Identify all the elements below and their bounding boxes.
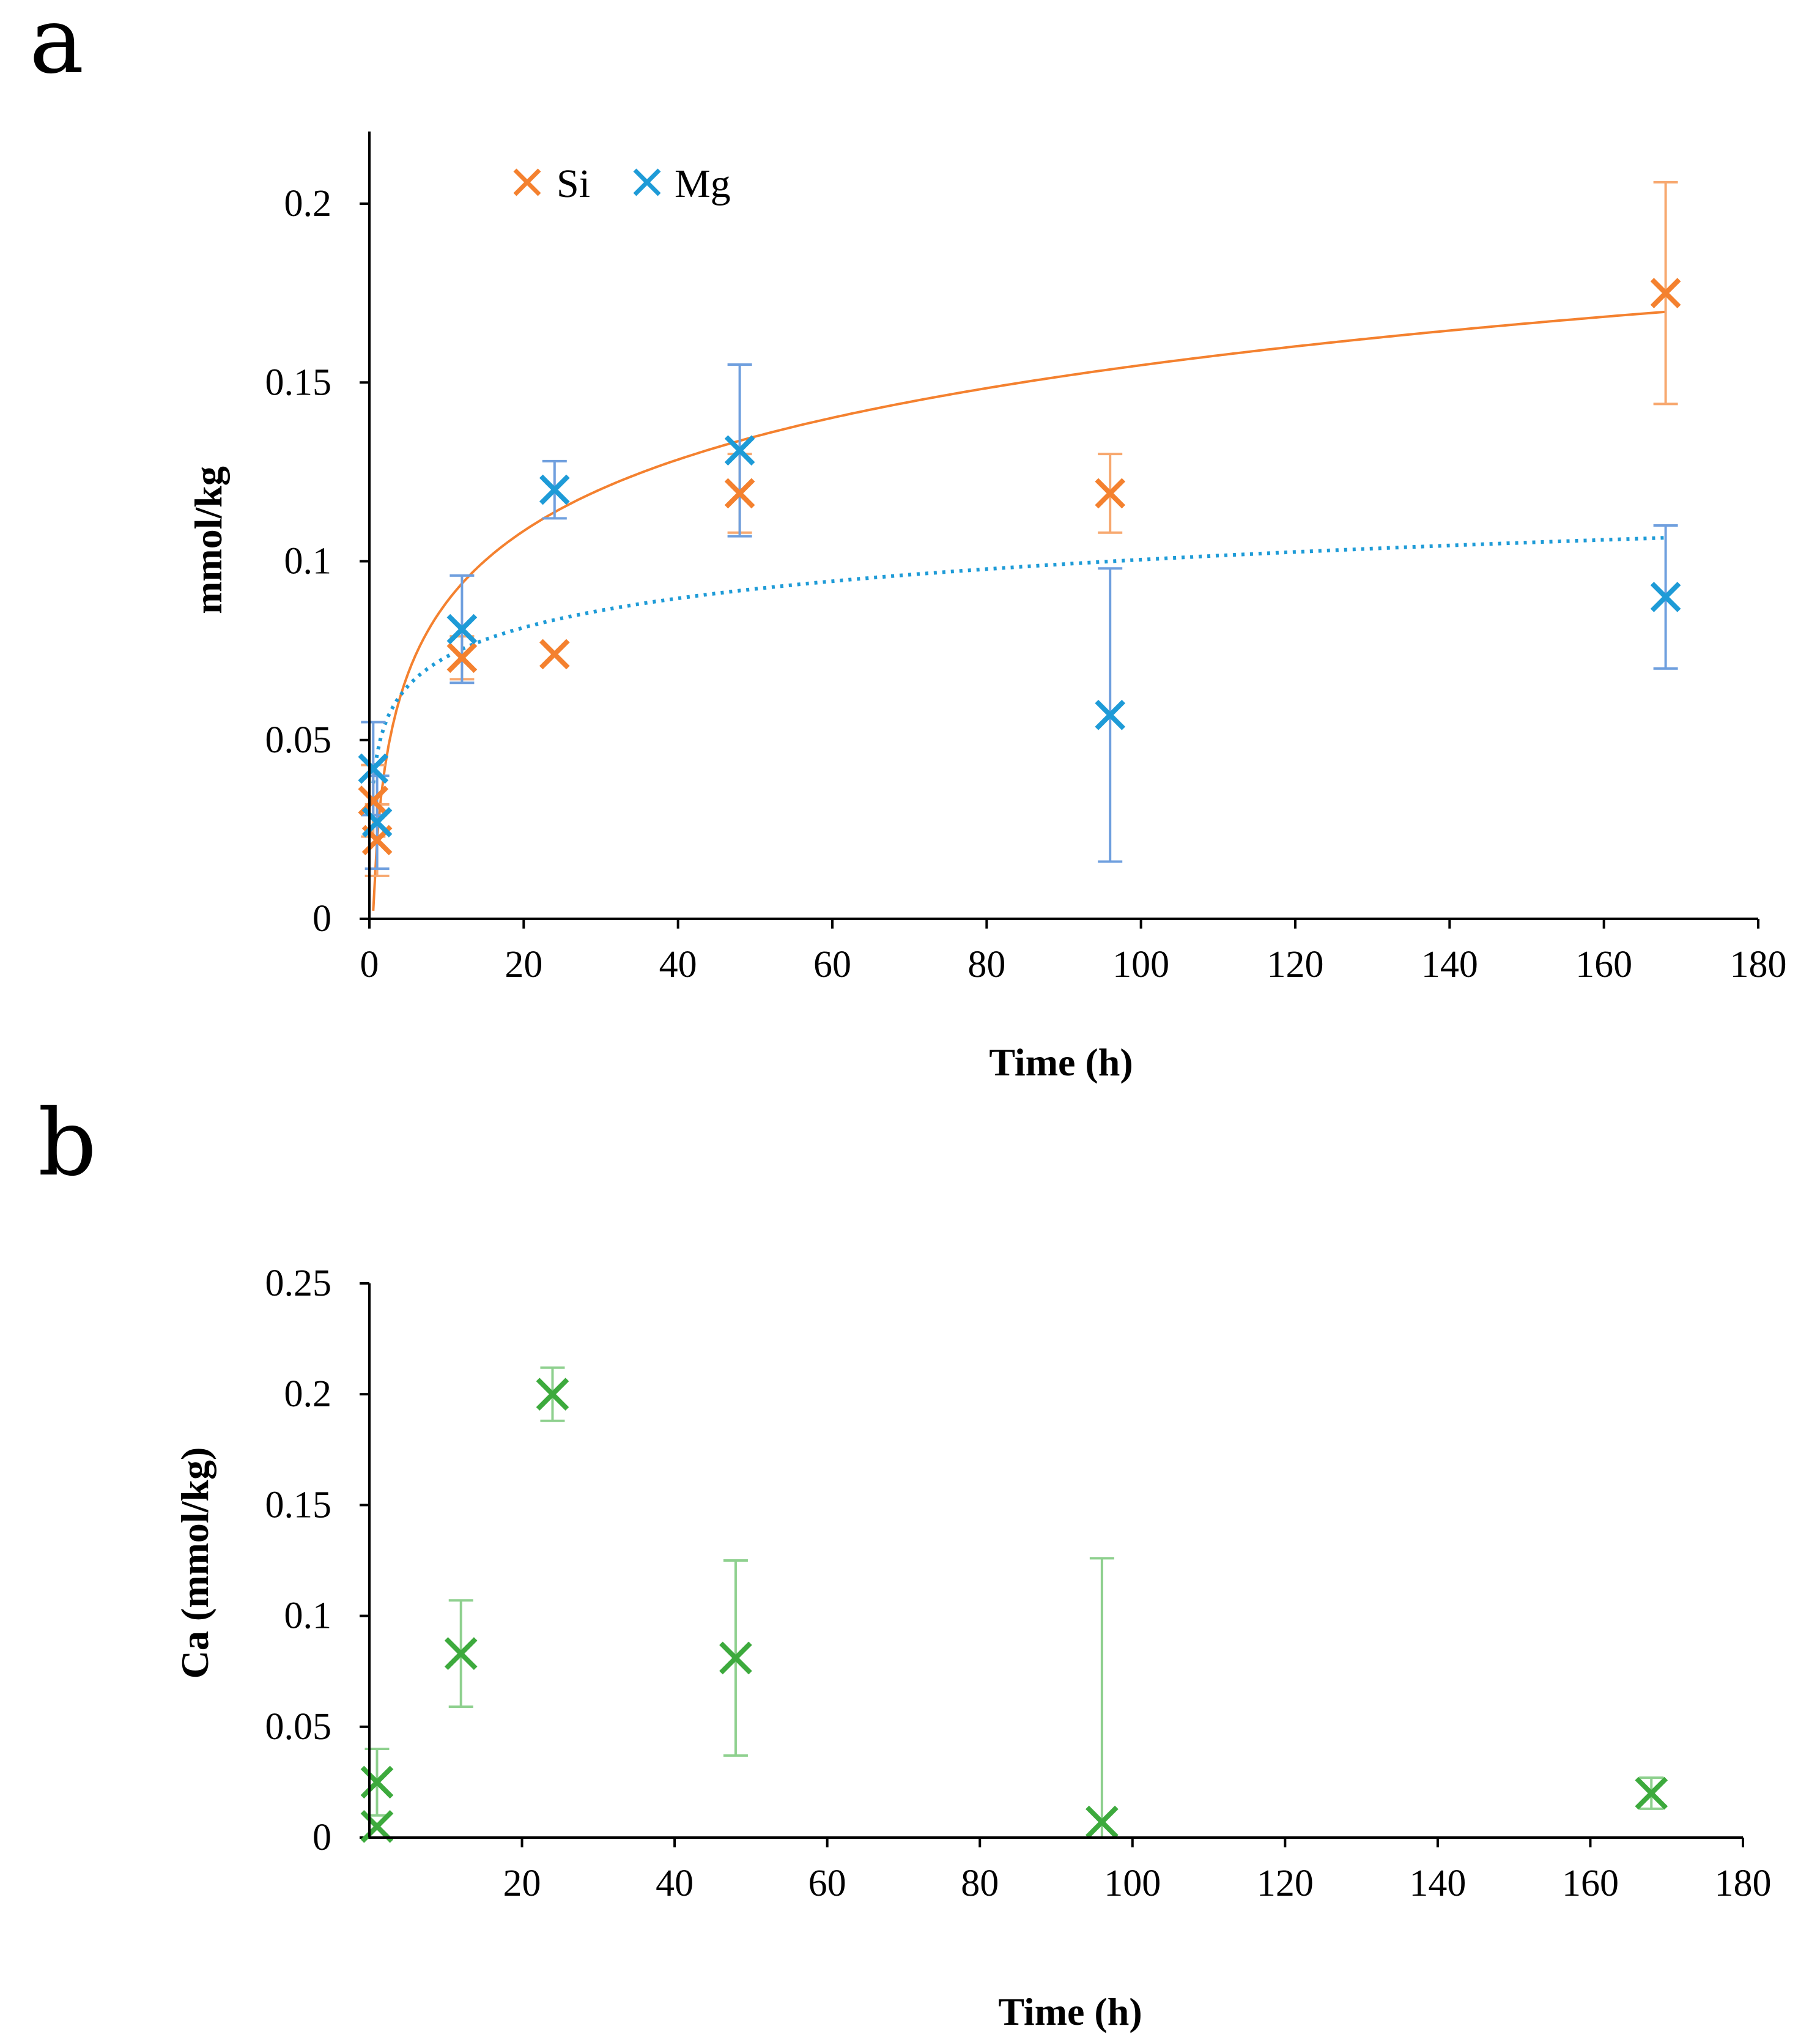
- marker-mg: [361, 807, 393, 838]
- marker-ca: [1635, 1776, 1668, 1810]
- marker-mg: [358, 753, 389, 784]
- marker-mg: [539, 474, 570, 505]
- chart-b: 20 40 60 80 100 120 140 160 180 0 0.05 0.1 0.15 0.2 0.…: [173, 1263, 1772, 2033]
- y-tick-label: 0.2: [284, 183, 332, 224]
- chart-b-axes: [368, 1283, 1743, 1839]
- legend-mg-x: [633, 168, 661, 196]
- x-tick-label: 180: [1715, 1863, 1772, 1904]
- y-tick-label: 0.1: [284, 541, 332, 582]
- trendline-mg: [371, 536, 1666, 784]
- chart-a-ticks: 0 20 40 60 80 100 120 140 160 180 0 0.05 0.1 0.15 0.2: [265, 183, 1787, 985]
- y-tick-label: 0.05: [265, 719, 332, 761]
- chart-b-markers: [360, 1378, 1668, 1843]
- chart-a-ylabel: mmol/kg: [187, 466, 230, 614]
- y-tick-label: 0.15: [265, 1484, 332, 1526]
- y-tick-label: 0: [313, 898, 331, 940]
- x-tick-label: 60: [813, 944, 851, 985]
- marker-ca: [536, 1378, 569, 1411]
- x-tick-label: 100: [1104, 1863, 1161, 1904]
- x-tick-label: 120: [1267, 944, 1324, 985]
- legend-mg-label: Mg: [675, 161, 731, 206]
- marker-mg: [446, 614, 478, 645]
- chart-a: 0 20 40 60 80 100 120 140 160 18000.050.10.150.2 …: [187, 132, 1787, 1084]
- chart-a-markers: [358, 278, 1681, 856]
- x-tick-label: 20: [505, 944, 542, 985]
- legend-mg-marker: [633, 168, 661, 196]
- x-tick-label: 100: [1112, 944, 1169, 985]
- trendline-si: [372, 310, 1666, 911]
- chart-a-legend: Si Mg: [513, 161, 731, 206]
- x-tick-label: 20: [503, 1863, 541, 1904]
- marker-si: [1095, 478, 1126, 509]
- marker-ca: [360, 1810, 394, 1843]
- x-tick-label: 0: [360, 944, 379, 985]
- marker-si: [446, 642, 478, 673]
- marker-si: [1650, 278, 1681, 308]
- marker-mg: [1650, 582, 1681, 612]
- x-tick-label: 60: [808, 1863, 846, 1904]
- legend-si-marker: [513, 168, 541, 196]
- chart-a-xlabel: Time (h): [989, 1041, 1133, 1084]
- x-tick-label: 140: [1421, 944, 1478, 985]
- x-tick-label: 80: [961, 1863, 999, 1904]
- marker-mg: [724, 435, 755, 466]
- chart-b-xlabel: Time (h): [998, 1990, 1142, 2033]
- panel-b-label: b: [38, 1090, 97, 1197]
- legend-si-x: [513, 168, 541, 196]
- y-tick-label: 0.2: [284, 1373, 332, 1415]
- y-tick-label: 0.25: [265, 1263, 332, 1304]
- x-tick-label: 40: [659, 944, 697, 985]
- x-tick-label: 160: [1575, 944, 1632, 985]
- y-tick-label: 0.15: [265, 362, 332, 403]
- x-tick-label: 160: [1562, 1863, 1619, 1904]
- marker-ca: [444, 1637, 478, 1671]
- marker-ca: [1086, 1805, 1119, 1839]
- y-tick-label: 0.05: [265, 1706, 332, 1748]
- chart-b-ticks: 20 40 60 80 100 120 140 160 180 0 0.05 0.1 0.15 0.2 0.…: [265, 1263, 1772, 1904]
- marker-ca: [719, 1641, 752, 1675]
- chart-b-error-bars: [364, 1366, 1664, 1839]
- y-tick-label: 0: [313, 1817, 331, 1858]
- error-bar-ca: [1089, 1557, 1114, 1839]
- marker-ca: [360, 1765, 394, 1799]
- panel-a-label: a: [29, 0, 84, 94]
- x-tick-label: 180: [1730, 944, 1787, 985]
- chart-a-axes: [368, 132, 1758, 920]
- chart-b-ylabel: Ca (mmol/kg): [173, 1447, 216, 1679]
- marker-mg: [1095, 700, 1126, 730]
- chart-a-error-bars: [361, 180, 1678, 877]
- marker-si: [724, 478, 755, 509]
- x-tick-label: 120: [1257, 1863, 1314, 1904]
- legend-si-label: Si: [557, 161, 590, 206]
- x-tick-label: 140: [1409, 1863, 1466, 1904]
- marker-si: [539, 639, 570, 670]
- x-tick-label: 40: [656, 1863, 694, 1904]
- x-tick-label: 80: [967, 944, 1005, 985]
- y-tick-label: 0.1: [284, 1595, 332, 1637]
- chart-a-trendlines: [371, 310, 1666, 911]
